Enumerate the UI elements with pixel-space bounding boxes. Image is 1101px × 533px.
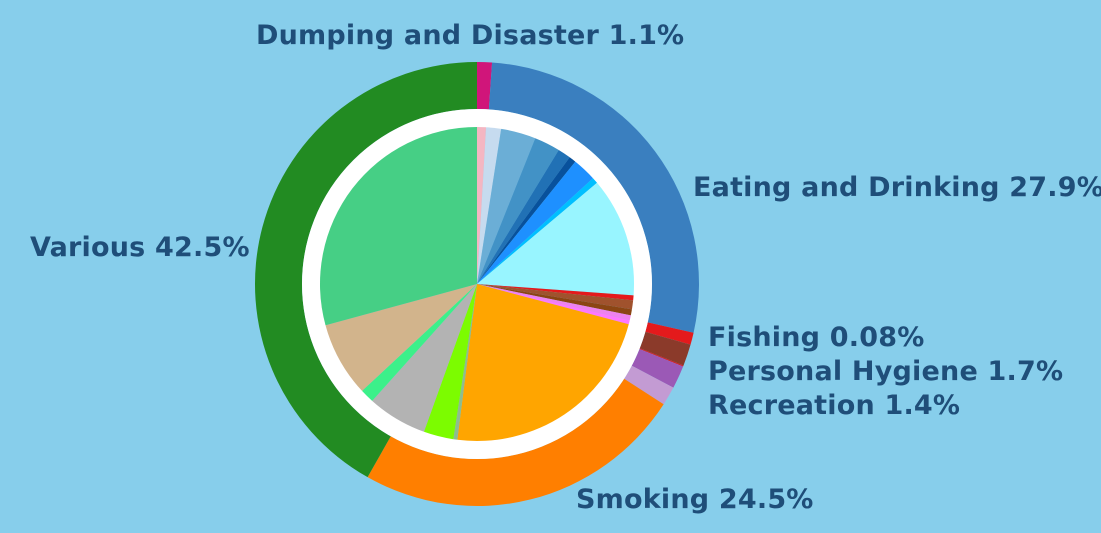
inner-slice-3 bbox=[477, 128, 536, 284]
label-personal-hygiene: Personal Hygiene 1.7% bbox=[708, 356, 1064, 387]
inner-slice-11 bbox=[477, 284, 634, 310]
outer-ring bbox=[254, 61, 700, 507]
inner-slice-2 bbox=[477, 127, 502, 284]
inner-slice-10 bbox=[477, 284, 634, 301]
inner-slice-5 bbox=[477, 149, 570, 284]
label-dumping-and-disaster: Dumping and Disaster 1.1% bbox=[256, 20, 685, 51]
label-various: Various 42.5% bbox=[30, 232, 250, 263]
inner-slice-20 bbox=[325, 284, 477, 391]
label-eating-and-drinking: Eating and Drinking 27.9% bbox=[693, 172, 1101, 203]
inner-slice-16 bbox=[453, 284, 477, 440]
outer-slice-unlabeled-3 bbox=[639, 331, 691, 366]
ring-separator bbox=[302, 109, 652, 459]
label-recreation: Recreation 1.4% bbox=[708, 390, 961, 421]
outer-slice-dumping-and-disaster bbox=[477, 61, 493, 110]
inner-slice-14 bbox=[477, 284, 630, 325]
inner-slice-19 bbox=[362, 284, 477, 401]
inner-pie bbox=[319, 126, 635, 441]
label-smoking: Smoking 24.5% bbox=[576, 484, 814, 515]
inner-slice-18 bbox=[372, 284, 477, 432]
outer-slice-various bbox=[254, 61, 477, 478]
inner-slice-7 bbox=[477, 161, 593, 284]
inner-slice-13 bbox=[477, 284, 631, 321]
inner-slice-21 bbox=[319, 127, 477, 326]
inner-slice-17 bbox=[423, 284, 477, 440]
inner-slice-12 bbox=[477, 284, 632, 316]
outer-slice-unlabeled-2 bbox=[645, 322, 694, 345]
label-fishing: Fishing 0.08% bbox=[708, 322, 925, 353]
inner-slice-4 bbox=[477, 138, 559, 284]
inner-slice-15 bbox=[457, 284, 629, 441]
inner-slice-8 bbox=[477, 178, 597, 284]
inner-slice-1 bbox=[477, 126, 487, 284]
outer-slice-eating-and-drinking bbox=[488, 62, 700, 333]
outer-slice-recreation bbox=[624, 365, 674, 405]
outer-slice-personal-hygiene bbox=[631, 349, 684, 388]
inner-slice-9 bbox=[477, 182, 635, 296]
inner-slice-6 bbox=[477, 157, 576, 284]
outer-slice-smoking bbox=[367, 378, 664, 507]
outer-slice-fishing bbox=[639, 348, 684, 367]
